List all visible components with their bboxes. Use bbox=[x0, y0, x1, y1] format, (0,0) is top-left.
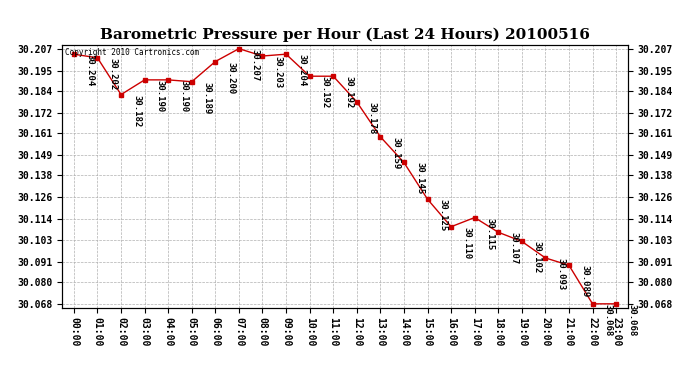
Text: 30.115: 30.115 bbox=[486, 217, 495, 250]
Text: 30.189: 30.189 bbox=[203, 82, 212, 114]
Text: 30.159: 30.159 bbox=[391, 137, 400, 169]
Text: 30.192: 30.192 bbox=[344, 76, 353, 108]
Text: 30.202: 30.202 bbox=[108, 58, 117, 90]
Text: 30.068: 30.068 bbox=[627, 304, 636, 336]
Text: 30.068: 30.068 bbox=[604, 304, 613, 336]
Text: 30.203: 30.203 bbox=[274, 56, 283, 88]
Text: 30.207: 30.207 bbox=[250, 49, 259, 81]
Text: 30.110: 30.110 bbox=[462, 227, 471, 259]
Text: 30.182: 30.182 bbox=[132, 94, 141, 127]
Title: Barometric Pressure per Hour (Last 24 Hours) 20100516: Barometric Pressure per Hour (Last 24 Ho… bbox=[100, 28, 590, 42]
Text: 30.093: 30.093 bbox=[557, 258, 566, 290]
Text: 30.089: 30.089 bbox=[580, 265, 589, 297]
Text: 30.145: 30.145 bbox=[415, 162, 424, 195]
Text: 30.178: 30.178 bbox=[368, 102, 377, 134]
Text: 30.125: 30.125 bbox=[439, 199, 448, 231]
Text: 30.107: 30.107 bbox=[509, 232, 518, 264]
Text: 30.204: 30.204 bbox=[297, 54, 306, 86]
Text: Copyright 2010 Cartronics.com: Copyright 2010 Cartronics.com bbox=[65, 48, 199, 57]
Text: 30.200: 30.200 bbox=[226, 62, 235, 94]
Text: 30.190: 30.190 bbox=[179, 80, 188, 112]
Text: 30.192: 30.192 bbox=[321, 76, 330, 108]
Text: 30.102: 30.102 bbox=[533, 242, 542, 274]
Text: 30.190: 30.190 bbox=[156, 80, 165, 112]
Text: 30.204: 30.204 bbox=[85, 54, 94, 86]
